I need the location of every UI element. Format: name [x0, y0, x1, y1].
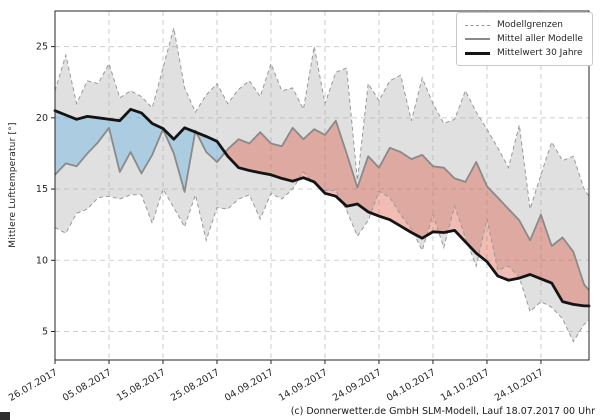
legend: Modellgrenzen Mittel aller Modelle Mitte… [456, 12, 593, 66]
x-tick-label: 26.07.2017 [7, 367, 60, 404]
legend-label: Mittel aller Modelle [497, 34, 583, 44]
x-tick-label: 24.10.2017 [493, 367, 546, 404]
x-tick-label: 14.10.2017 [439, 367, 492, 404]
x-tick-label: 24.09.2017 [331, 367, 384, 404]
x-tick-label: 04.10.2017 [385, 367, 438, 404]
legend-label: Modellgrenzen [497, 20, 563, 30]
y-tick-label: 5 [42, 327, 48, 338]
x-tick-label: 14.09.2017 [277, 367, 330, 404]
gray-line-swatch-icon [465, 38, 490, 40]
legend-item-mittel-aller-modelle: Mittel aller Modelle [465, 32, 583, 46]
y-tick-label: 20 [36, 113, 48, 124]
plot-frame [54, 10, 590, 361]
corner-logo-artifact [0, 412, 10, 420]
x-tick-label: 25.08.2017 [169, 367, 222, 404]
model-mean-line [54, 119, 590, 291]
legend-item-mittelwert-30-jahre: Mittelwert 30 Jahre [465, 46, 583, 60]
x-tick-label: 15.08.2017 [115, 367, 168, 404]
y-tick-label: 25 [36, 42, 48, 53]
y-tick-label: 15 [36, 184, 48, 195]
x-tick-label: 05.08.2017 [61, 367, 114, 404]
climate-mean-line [53, 107, 591, 308]
black-line-swatch-icon [465, 51, 490, 55]
model-bounds-lower-line [54, 171, 590, 343]
y-tick-label: 10 [36, 255, 48, 266]
warm-anomaly-fill [55, 109, 589, 306]
x-tick-label: 04.09.2017 [223, 367, 276, 404]
y-axis-label: Mittlere Lufttemperatur [°] [8, 122, 18, 248]
legend-label: Mittelwert 30 Jahre [497, 48, 583, 58]
model-bounds-band [55, 28, 589, 342]
legend-item-modellgrenzen: Modellgrenzen [465, 18, 583, 32]
copyright-caption: (c) Donnerwetter.de GmbH SLM-Modell, Lau… [290, 406, 595, 417]
cool-anomaly-fill [55, 109, 589, 306]
model-bounds-upper-line [54, 27, 590, 210]
dashed-line-swatch-icon [465, 24, 490, 26]
